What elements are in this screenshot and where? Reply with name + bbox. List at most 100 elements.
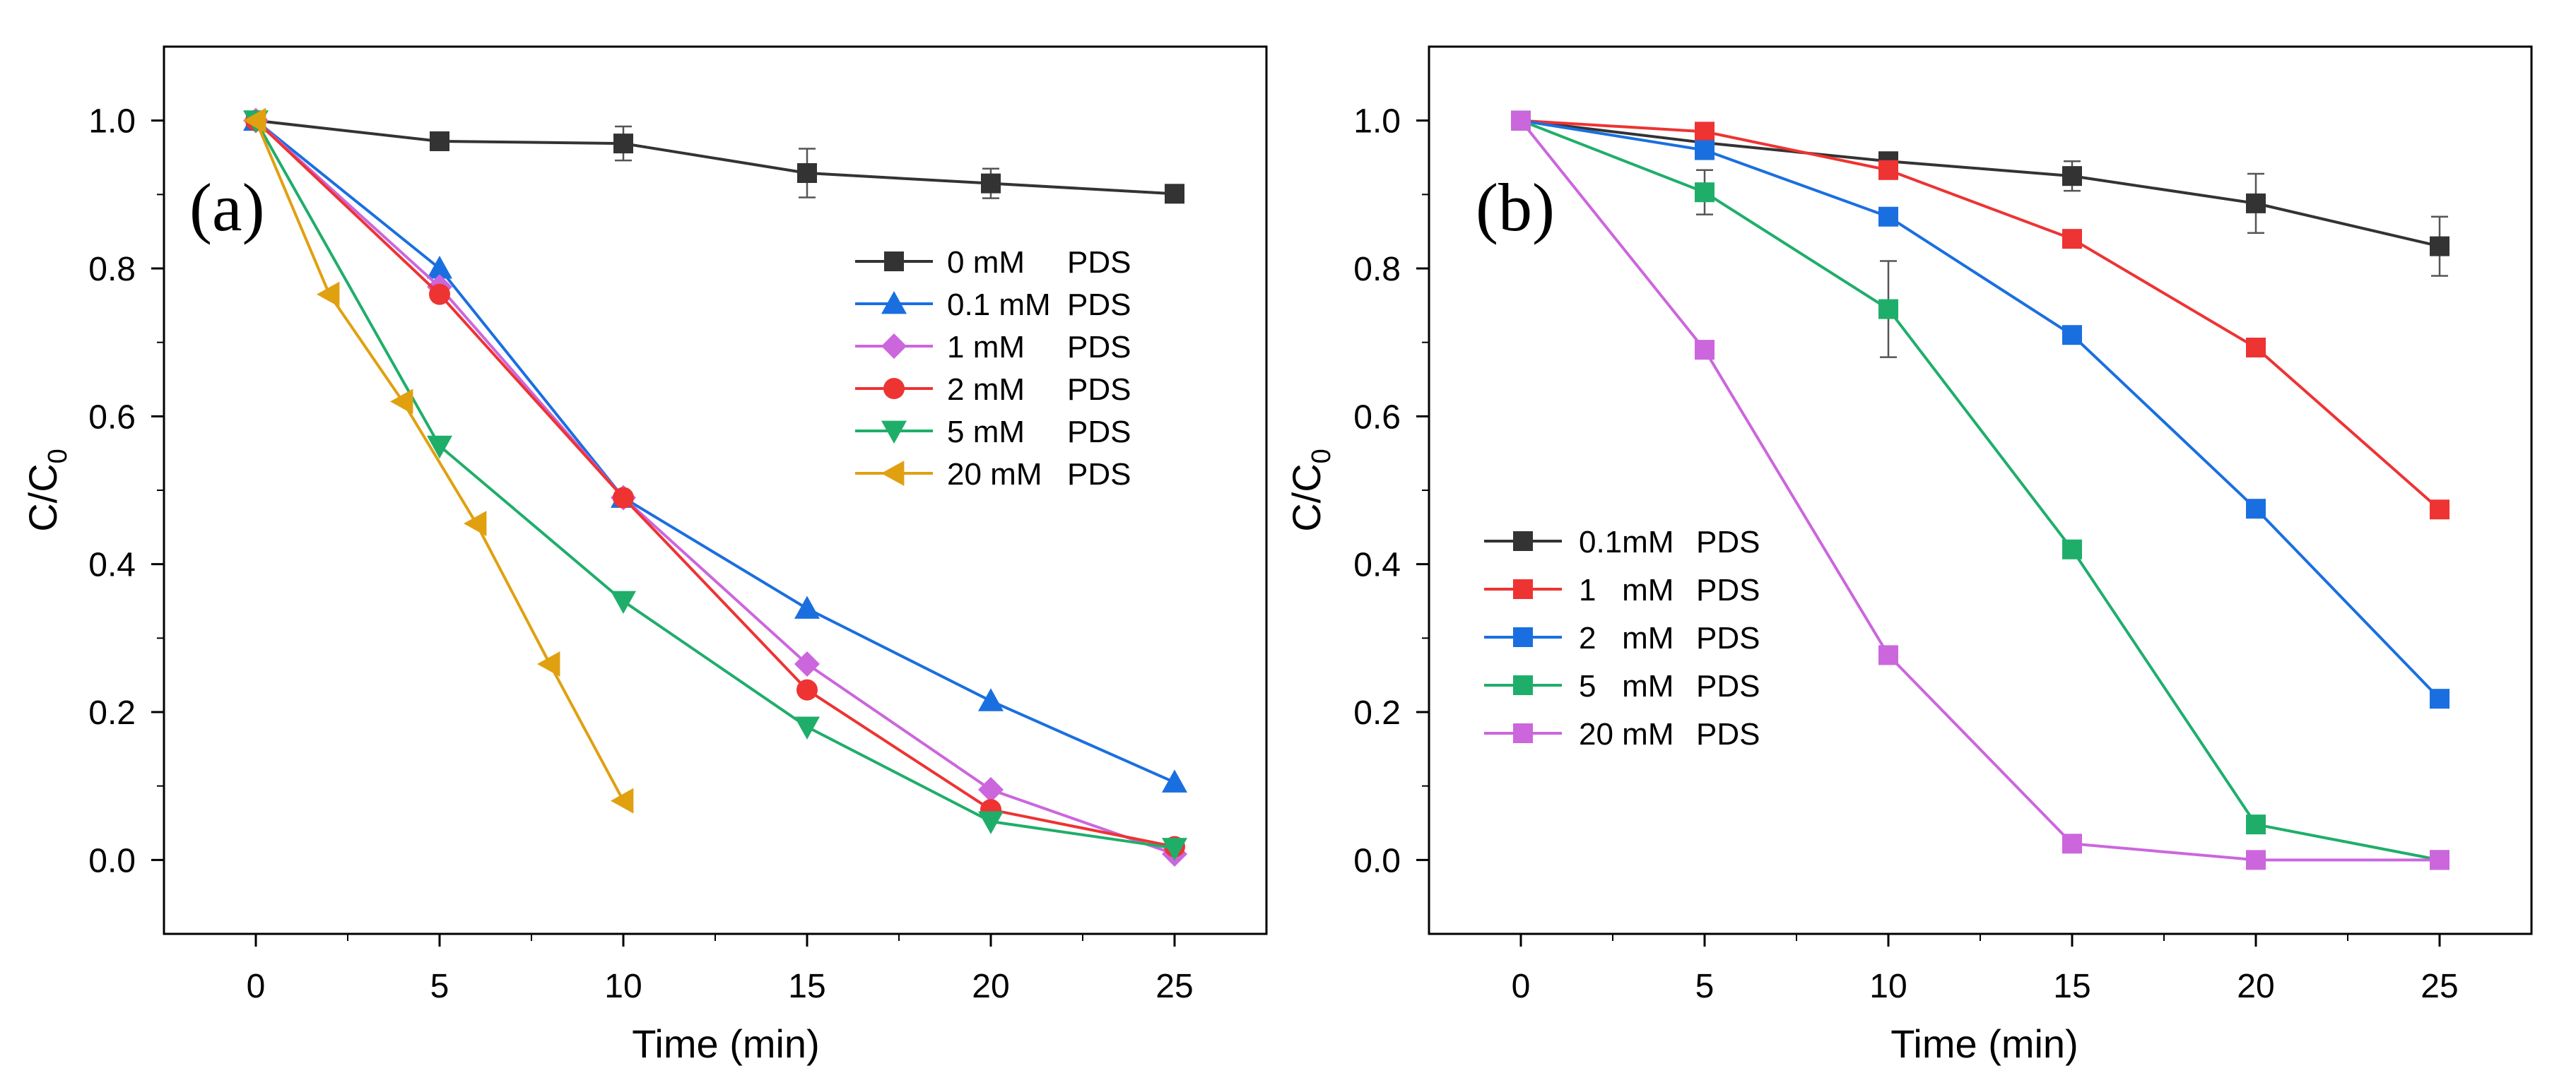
y-tick-label: 1.0 [88,103,136,141]
series-0-mm [246,110,1184,204]
legend-marker [1513,579,1533,599]
legend-item: 0 mM PDS [855,245,1131,280]
legend-marker [1513,675,1533,695]
y-axis-label: C/C0 [20,449,73,532]
legend-label-suffix: PDS [1067,372,1131,407]
legend-label: 0.1mM [1579,525,1674,559]
legend-label: 0 mM [947,245,1025,280]
data-point [317,281,340,307]
y-axis-label-main: C/C [20,463,65,531]
data-point [427,256,452,279]
panel-label: (b) [1476,170,1555,245]
legend-label: 2 mM [947,372,1025,407]
x-tick-label: 25 [2421,968,2458,1005]
data-point [2246,850,2266,870]
plot-frame [1428,45,2533,935]
data-point [430,131,449,151]
y-tick-label: 0.8 [88,251,136,288]
data-point [2062,539,2082,559]
legend-label-suffix: PDS [1067,415,1131,449]
series-2-mm [245,109,1185,858]
data-point [1162,769,1187,793]
data-point [464,511,487,537]
data-point [1511,110,1531,131]
data-point [2246,337,2266,357]
x-tick-label: 15 [2053,968,2090,1005]
series-line [254,119,625,802]
y-tick-label: 0.6 [88,398,136,436]
y-axis-label-subscript: 0 [43,449,73,463]
series-5-mm [1511,110,2449,870]
legend-label-suffix: PDS [1696,717,1760,752]
series-1-mm [243,107,1187,867]
legend-marker [1513,627,1533,647]
series-line [254,119,1175,848]
series-line [1520,119,2441,700]
legend-marker [881,291,907,314]
x-axis-label: Time (min) [632,1021,819,1066]
y-axis-label-main: C/C [1284,463,1329,531]
legend-marker [883,378,905,399]
legend-item: 20 mM PDS [1484,717,1760,752]
data-point [1162,838,1187,861]
legend-item: 5 mM PDS [1484,669,1760,704]
legend-marker [881,333,907,359]
x-tick-label: 10 [604,968,642,1005]
data-point [613,487,634,509]
data-point [2430,499,2449,520]
x-tick-label: 25 [1155,968,1193,1005]
y-tick-label: 0.6 [1353,398,1401,436]
legend-item: 0.1mM PDS [1484,525,1760,559]
legend-label-suffix: PDS [1696,669,1760,704]
data-point [796,679,818,701]
y-tick-label: 0.2 [88,694,136,732]
series-line [1520,119,2440,862]
legend-label-suffix: PDS [1067,330,1131,365]
x-tick-label: 5 [1695,968,1715,1005]
legend-marker [881,420,907,444]
data-point [797,162,817,183]
panel-label: (a) [189,170,265,245]
series-2-mm [1511,110,2449,709]
legend-label-suffix: PDS [1067,457,1131,492]
series-line [1519,119,2440,862]
data-point [611,591,636,614]
x-tick-label: 20 [2237,968,2274,1005]
legend-marker [1513,723,1533,743]
data-point [611,788,634,814]
legend-marker [881,461,905,486]
data-point [794,651,820,677]
legend-label: 20 mM [947,457,1042,492]
legend-label: 2 mM [1579,621,1674,656]
y-tick-label: 0.0 [88,842,136,879]
y-tick-label: 0.0 [1353,842,1401,879]
y-axis-label-subscript: 0 [1307,449,1336,463]
data-point [1878,645,1898,665]
x-tick-label: 0 [1512,968,1531,1005]
legend-item: 2 mM PDS [855,372,1131,407]
data-point [1695,122,1715,142]
series-line [1520,119,2440,248]
series-0.1mm [1511,110,2449,277]
data-point [794,716,820,740]
axis-ticks: 0 5 10 15 20 25 0.0 0.2 0.4 0.6 0.8 1.0 [1353,103,2458,1005]
data-point [390,389,413,415]
y-tick-label: 0.8 [1353,251,1401,288]
chart-panel-a: 0 5 10 15 20 25 0.0 0.2 0.4 0.6 0.8 1.0 (a) Time (m… [20,45,1268,1066]
x-axis-label: Time (min) [1890,1021,2078,1066]
legend-label-suffix: PDS [1696,621,1760,656]
data-point [429,283,450,305]
series-line [255,119,1175,196]
legend-label: 1 mM [947,330,1025,365]
data-point [2246,814,2266,835]
x-tick-label: 15 [788,968,825,1005]
legend-item: 1 mM PDS [855,330,1131,365]
data-point [1878,299,1898,319]
data-point [1165,184,1184,204]
x-tick-label: 10 [1869,968,1907,1005]
legend-item: 2 mM PDS [1484,621,1760,656]
legend-label: 20 mM [1579,717,1674,752]
data-point [243,107,266,134]
